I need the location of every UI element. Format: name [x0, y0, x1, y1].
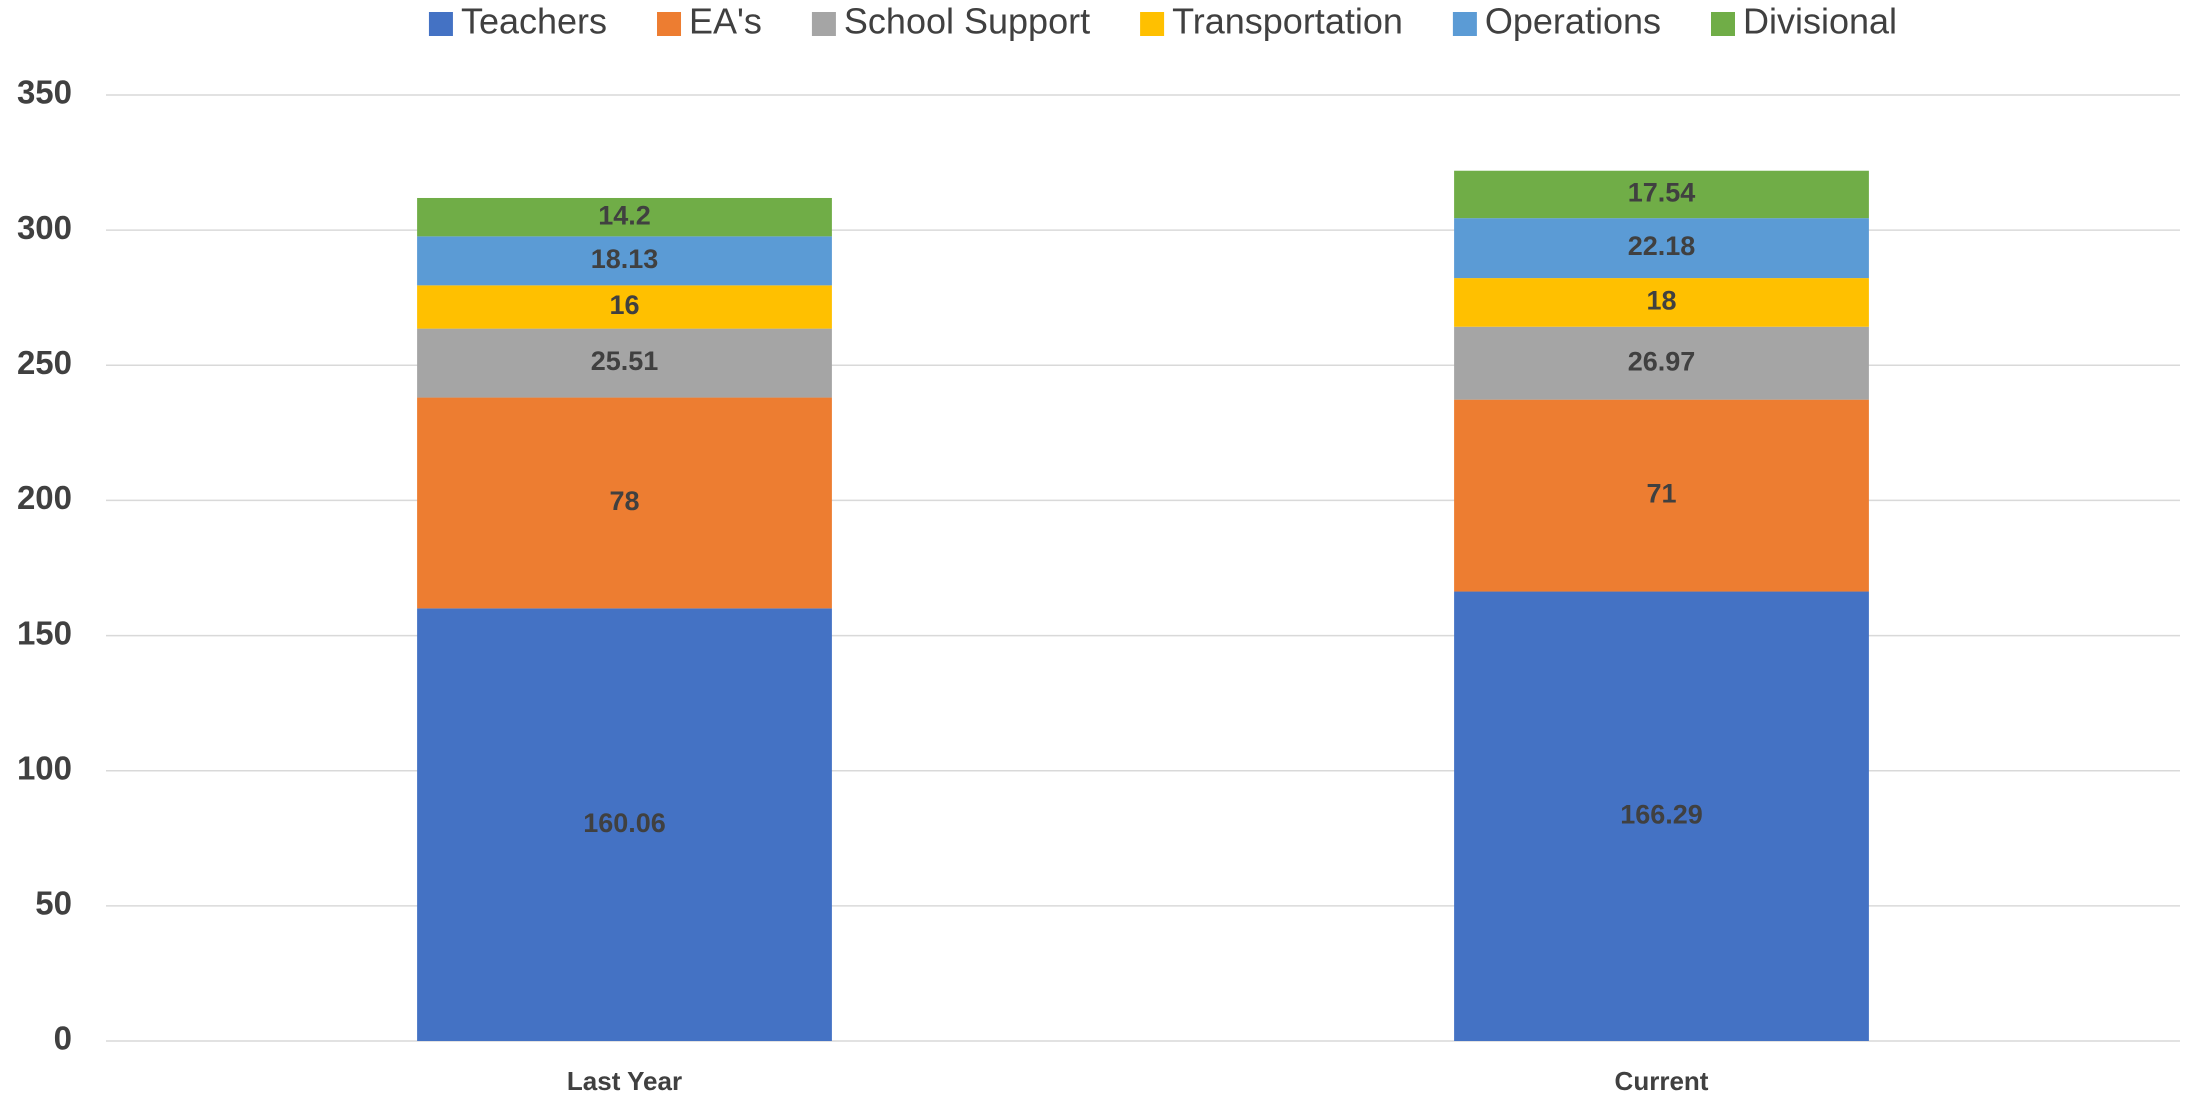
- y-tick-label: 150: [17, 614, 72, 651]
- data-label: 14.2: [598, 200, 651, 230]
- legend-swatch: [811, 12, 836, 36]
- y-tick-label: 50: [35, 885, 72, 922]
- data-label: 16: [609, 290, 639, 320]
- bar-segment: [417, 285, 832, 329]
- data-label: 26.97: [1628, 346, 1696, 376]
- data-label: 166.29: [1620, 799, 1703, 829]
- data-label: 160.06: [583, 808, 666, 838]
- legend-item: Transportation: [1140, 1, 1403, 42]
- legend-label: Teachers: [461, 1, 607, 42]
- y-tick-label: 350: [17, 74, 72, 111]
- legend-label: Operations: [1485, 1, 1661, 42]
- bar-segment: [417, 328, 832, 398]
- bar-segment: [1454, 326, 1869, 400]
- data-label: 18: [1646, 286, 1676, 316]
- data-label: 71: [1646, 479, 1676, 509]
- bar-segment: [1454, 218, 1869, 279]
- legend-swatch: [1140, 12, 1165, 36]
- y-tick-label: 300: [17, 209, 72, 246]
- y-tick-label: 100: [17, 749, 72, 786]
- bar-segment: [417, 608, 832, 1041]
- y-tick-label: 200: [17, 479, 72, 516]
- legend-item: Operations: [1452, 1, 1661, 42]
- legend-label: Transportation: [1172, 1, 1403, 42]
- bar-segment: [1454, 170, 1869, 219]
- legend-item: Divisional: [1711, 1, 1897, 42]
- x-tick-label: Last Year: [567, 1066, 682, 1096]
- legend-item: School Support: [811, 1, 1090, 42]
- bar-segment: [1454, 399, 1869, 592]
- data-label: 78: [609, 486, 639, 516]
- bar-segment: [417, 236, 832, 286]
- data-label: 17.54: [1628, 178, 1696, 208]
- data-label: 22.18: [1628, 231, 1696, 261]
- legend-label: School Support: [844, 1, 1090, 42]
- bar-segment: [417, 397, 832, 609]
- legend-label: Divisional: [1743, 1, 1897, 42]
- data-label: 25.51: [591, 346, 659, 376]
- legend-item: Teachers: [428, 1, 607, 42]
- legend-item: EA's: [657, 1, 762, 42]
- y-tick-label: 250: [17, 344, 72, 381]
- legend-swatch: [1711, 12, 1735, 36]
- x-tick-label: Current: [1615, 1066, 1709, 1096]
- legend-label: EA's: [689, 1, 762, 42]
- data-label: 18.13: [591, 244, 659, 274]
- y-tick-label: 0: [54, 1020, 72, 1057]
- bar-segment: [1454, 278, 1869, 327]
- legend-swatch: [428, 12, 453, 36]
- legend-swatch: [657, 12, 682, 36]
- legend-swatch: [1452, 12, 1477, 36]
- bar-segment: [417, 197, 832, 237]
- bar-segment: [1454, 591, 1869, 1041]
